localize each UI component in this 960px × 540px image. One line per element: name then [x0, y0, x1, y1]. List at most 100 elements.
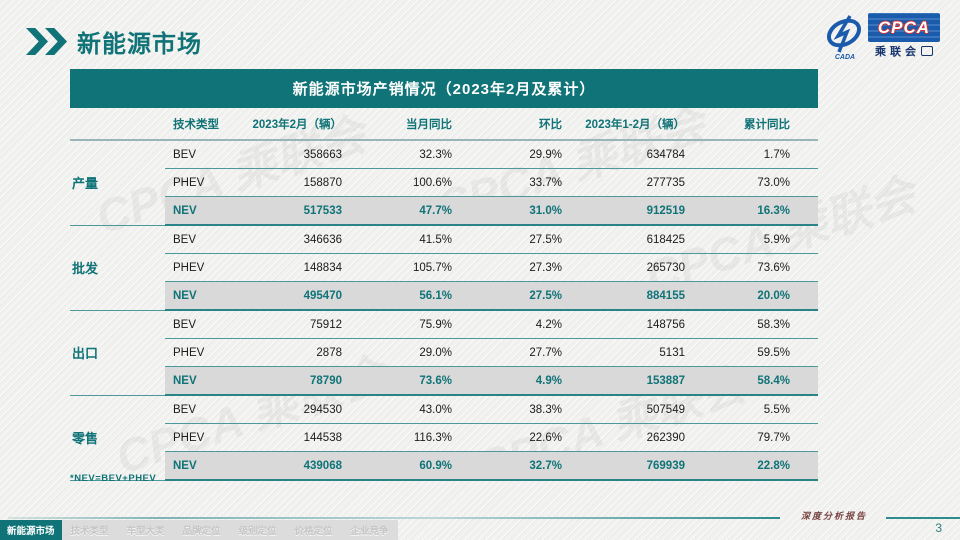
row-group-label: 出口 [70, 310, 165, 396]
cell-value: 73.6% [703, 253, 818, 282]
cell-value: 100.6% [360, 168, 470, 197]
cell-value: 158870 [245, 168, 360, 197]
page-number: 3 [935, 521, 942, 535]
cell-value: 4.9% [470, 366, 580, 396]
table-row: 出口 BEV 75912 75.9% 4.2% 148756 58.3% [70, 310, 818, 396]
cell-tech-type: BEV [165, 395, 245, 424]
cell-value: 32.7% [470, 451, 580, 481]
table-footnote: *NEV=BEV+PHEV [70, 473, 157, 484]
nev-market-table: 新能源市场产销情况（2023年2月及累计） 技术类型 2023年2月（辆） 当月… [70, 69, 818, 481]
cpca-box: CPCA [868, 13, 940, 42]
column-header-tech-type: 技术类型 [165, 108, 245, 141]
cell-value: 78790 [245, 366, 360, 396]
report-type-label: 深度分析报告 [800, 511, 867, 521]
cell-value: 1.7% [703, 140, 818, 169]
cell-value: 22.6% [470, 423, 580, 452]
cell-value: 262390 [580, 423, 703, 452]
cell-value: 116.3% [360, 423, 470, 452]
cell-value: 265730 [580, 253, 703, 282]
table-row: NEV 439068 60.9% 32.7% 769939 22.8% [70, 451, 818, 481]
cell-value: 22.8% [703, 451, 818, 481]
table-row: PHEV 2878 29.0% 27.7% 5131 59.5% [70, 338, 818, 367]
cell-value: 75912 [245, 310, 360, 339]
cell-value: 618425 [580, 225, 703, 254]
cell-value: 20.0% [703, 281, 818, 311]
tab-新能源市场[interactable]: 新能源市场 [0, 520, 62, 540]
cell-value: 58.4% [703, 366, 818, 396]
cpca-chinese-name: 乘联会 [875, 43, 933, 59]
page-title: 新能源市场 [77, 31, 202, 58]
cell-value: 5.9% [703, 225, 818, 254]
cell-value: 5.5% [703, 395, 818, 424]
cell-value: 32.3% [360, 140, 470, 169]
table-row: PHEV 144538 116.3% 22.6% 262390 79.7% [70, 423, 818, 452]
cell-value: 507549 [580, 395, 703, 424]
cell-tech-type: PHEV [165, 168, 245, 197]
chevron-right-icon [26, 28, 48, 55]
cell-value: 75.9% [360, 310, 470, 339]
cell-value: 27.5% [470, 225, 580, 254]
cell-tech-type: BEV [165, 225, 245, 254]
table-row: 批发 BEV 346636 41.5% 27.5% 618425 5.9% [70, 225, 818, 311]
page-header: 新能源市场 [26, 24, 202, 59]
cpca-logo-right: CPCA 乘联会 [868, 13, 940, 59]
cell-value: 495470 [245, 281, 360, 311]
table-row: 产量 BEV 358663 32.3% 29.9% 634784 1.7% [70, 140, 818, 226]
cell-tech-type: NEV [165, 281, 245, 311]
cell-value: 294530 [245, 395, 360, 424]
table-row: NEV 517533 47.7% 31.0% 912519 16.3% [70, 196, 818, 226]
cell-value: 144538 [245, 423, 360, 452]
column-header-ytd-yoy: 累计同比 [703, 108, 818, 141]
svg-text:CADA: CADA [835, 54, 855, 61]
column-header-mom: 环比 [470, 108, 580, 141]
table-row: NEV 78790 73.6% 4.9% 153887 58.4% [70, 366, 818, 396]
cell-value: 346636 [245, 225, 360, 254]
tab-级别定位[interactable]: 级别定位 [238, 526, 277, 537]
row-group-label: 批发 [70, 225, 165, 311]
cell-value: 5131 [580, 338, 703, 367]
cell-value: 33.7% [470, 168, 580, 197]
cell-value: 38.3% [470, 395, 580, 424]
cell-tech-type: PHEV [165, 338, 245, 367]
cell-value: 27.5% [470, 281, 580, 311]
cell-value: 41.5% [360, 225, 470, 254]
cell-value: 884155 [580, 281, 703, 311]
footer-divider-line [886, 517, 960, 519]
tab-企业竞争[interactable]: 企业竞争 [350, 526, 389, 537]
chevron-right-icon [45, 28, 67, 55]
cell-value: 58.3% [703, 310, 818, 339]
cell-value: 148834 [245, 253, 360, 282]
cell-value: 439068 [245, 451, 360, 481]
tab-价格定位[interactable]: 价格定位 [294, 526, 333, 537]
cell-value: 358663 [245, 140, 360, 169]
column-header-ytd-volume: 2023年1-2月（辆） [580, 108, 703, 141]
cell-tech-type: BEV [165, 310, 245, 339]
cell-tech-type: NEV [165, 366, 245, 396]
cell-tech-type: NEV [165, 196, 245, 226]
cell-value: 912519 [580, 196, 703, 226]
tab-品牌定位[interactable]: 品牌定位 [182, 526, 221, 537]
column-header-spacer [70, 108, 165, 141]
section-tab-bar: 新能源市场 技术类型 车型大类 品牌定位 级别定位 价格定位 企业竞争 [0, 520, 398, 540]
cell-value: 105.7% [360, 253, 470, 282]
cell-value: 29.9% [470, 140, 580, 169]
tab-技术类型[interactable]: 技术类型 [70, 526, 109, 537]
table-title: 新能源市场产销情况（2023年2月及累计） [70, 69, 818, 108]
cell-value: 2878 [245, 338, 360, 367]
cell-value: 4.2% [470, 310, 580, 339]
row-group-label: 零售 [70, 395, 165, 481]
column-header-yoy: 当月同比 [360, 108, 470, 141]
footer-divider-line [8, 517, 780, 519]
cell-value: 31.0% [470, 196, 580, 226]
table-header-row: 技术类型 2023年2月（辆） 当月同比 环比 2023年1-2月（辆） 累计同… [70, 108, 818, 141]
cell-value: 27.3% [470, 253, 580, 282]
cell-value: 27.7% [470, 338, 580, 367]
cell-value: 59.5% [703, 338, 818, 367]
cell-value: 73.6% [360, 366, 470, 396]
cell-value: 769939 [580, 451, 703, 481]
cell-value: 73.0% [703, 168, 818, 197]
cell-value: 60.9% [360, 451, 470, 481]
cell-value: 56.1% [360, 281, 470, 311]
cell-value: 29.0% [360, 338, 470, 367]
tab-车型大类[interactable]: 车型大类 [126, 526, 165, 537]
